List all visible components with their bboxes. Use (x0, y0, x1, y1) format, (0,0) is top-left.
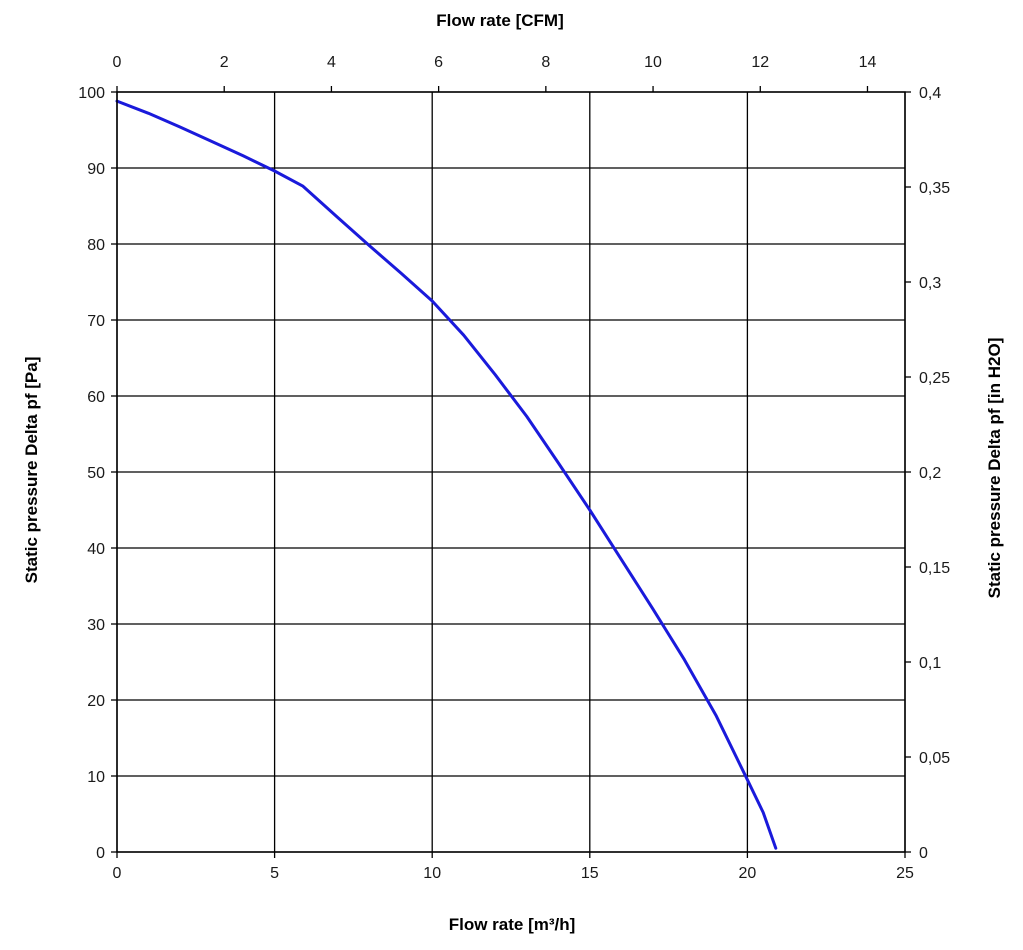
x-tick-label: 25 (896, 865, 914, 882)
y2-tick-label: 0,05 (919, 750, 950, 767)
x2-tick-label: 2 (220, 54, 229, 71)
grid (116, 91, 906, 853)
y2-axis-title: Static pressure Delta pf [in H2O] (985, 338, 1004, 599)
y-tick-label: 100 (78, 85, 105, 102)
y-tick-label: 90 (87, 161, 105, 178)
y2-tick-label: 0,3 (919, 275, 941, 292)
y2-tick-label: 0,4 (919, 85, 941, 102)
tick-labels: 0 5 10 15 20 25 0 10 20 30 40 50 60 70 80 90 100 0 2 4 6 8 10 1… (78, 54, 950, 882)
y-axis-title: Static pressure Delta pf [Pa] (22, 357, 41, 584)
plot-area-frame (116, 91, 906, 853)
x-tick-label: 20 (739, 865, 757, 882)
axis-ticks (111, 86, 911, 858)
y2-tick-label: 0,1 (919, 655, 941, 672)
x2-tick-label: 14 (859, 54, 877, 71)
x2-tick-label: 12 (751, 54, 769, 71)
y2-tick-label: 0,35 (919, 180, 950, 197)
x-tick-label: 10 (423, 865, 441, 882)
y2-tick-label: 0,15 (919, 560, 950, 577)
x2-tick-label: 8 (541, 54, 550, 71)
x2-axis-title: Flow rate [CFM] (436, 11, 564, 30)
y2-tick-label: 0,25 (919, 370, 950, 387)
x-tick-label: 5 (270, 865, 279, 882)
y-tick-label: 80 (87, 237, 105, 254)
y2-tick-label: 0 (919, 845, 928, 862)
y-tick-label: 30 (87, 617, 105, 634)
x2-tick-label: 4 (327, 54, 336, 71)
series-line (115, 99, 778, 850)
y-tick-label: 70 (87, 313, 105, 330)
x-axis-title: Flow rate [m³/h] (449, 915, 576, 934)
y-tick-label: 50 (87, 465, 105, 482)
x2-tick-label: 6 (434, 54, 443, 71)
y-tick-label: 10 (87, 769, 105, 786)
y-tick-label: 0 (96, 845, 105, 862)
y-tick-label: 40 (87, 541, 105, 558)
y-tick-label: 20 (87, 693, 105, 710)
y-tick-label: 60 (87, 389, 105, 406)
x2-tick-label: 0 (113, 54, 122, 71)
y2-tick-label: 0,2 (919, 465, 941, 482)
x-tick-label: 15 (581, 865, 599, 882)
x-tick-label: 0 (113, 865, 122, 882)
x2-tick-label: 10 (644, 54, 662, 71)
